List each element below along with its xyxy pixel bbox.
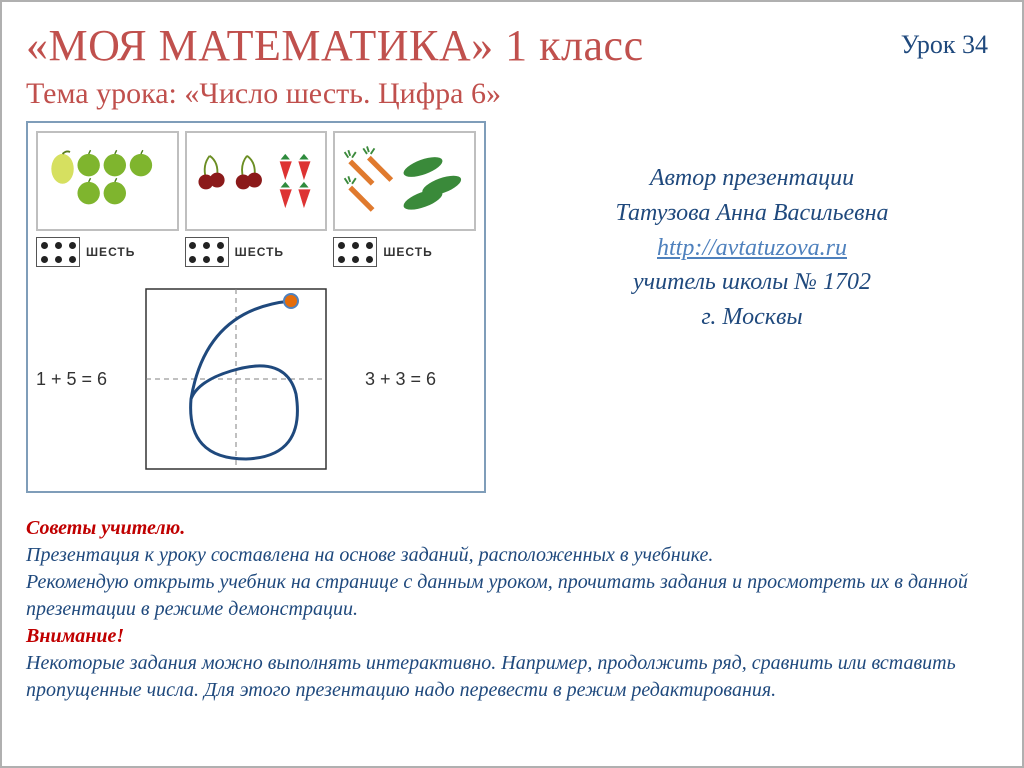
label-cell-1: ШЕСТЬ [36,237,179,267]
berries-icon [191,146,322,216]
advice-p1: Презентация к уроку составлена на основе… [26,542,998,569]
lesson-number: Урок 34 [901,30,988,60]
advice-block: Советы учителю. Презентация к уроку сост… [26,515,998,704]
advice-heading1: Советы учителю. [26,515,998,542]
top-row: «МОЯ МАТЕМАТИКА» 1 класс Урок 34 [26,20,998,71]
author-line1: Автор презентации [506,161,998,196]
mid-row: ШЕСТЬ ШЕСТЬ ШЕСТЬ [26,121,998,493]
card-apples [36,131,179,231]
digit-6-drawing [136,279,336,479]
advice-heading2: Внимание! [26,623,998,650]
author-line3: учитель школы № 1702 [506,265,998,300]
label-cell-3: ШЕСТЬ [333,237,476,267]
page-title: «МОЯ МАТЕМАТИКА» 1 класс [26,20,644,71]
veggies-icon [339,146,470,216]
card-berries [185,131,328,231]
six-label: ШЕСТЬ [383,245,432,259]
figure-panel: ШЕСТЬ ШЕСТЬ ШЕСТЬ [26,121,486,493]
author-line4: г. Москвы [506,300,998,335]
slide: «МОЯ МАТЕМАТИКА» 1 класс Урок 34 Тема ур… [0,0,1024,768]
subtitle: Тема урока: «Число шесть. Цифра 6» [26,77,998,111]
card-row [36,131,476,231]
dice-icon [333,237,377,267]
advice-p2: Рекомендую открыть учебник на странице с… [26,569,998,623]
dice-icon [185,237,229,267]
advice-p3: Некоторые задания можно выполнять интера… [26,650,998,704]
equation-right: 3 + 3 = 6 [336,369,436,390]
author-link[interactable]: http://avtatuzova.ru [657,235,847,261]
label-cell-2: ШЕСТЬ [185,237,328,267]
label-row: ШЕСТЬ ШЕСТЬ ШЕСТЬ [36,237,476,267]
dice-icon [36,237,80,267]
card-veggies [333,131,476,231]
author-line2: Татузова Анна Васильевна [506,196,998,231]
six-label: ШЕСТЬ [86,245,135,259]
equation-left: 1 + 5 = 6 [36,369,136,390]
apples-icon [42,146,173,216]
author-block: Автор презентации Татузова Анна Васильев… [506,121,998,493]
six-label: ШЕСТЬ [235,245,284,259]
draw-area: 1 + 5 = 6 3 + 3 = 6 [36,279,476,479]
